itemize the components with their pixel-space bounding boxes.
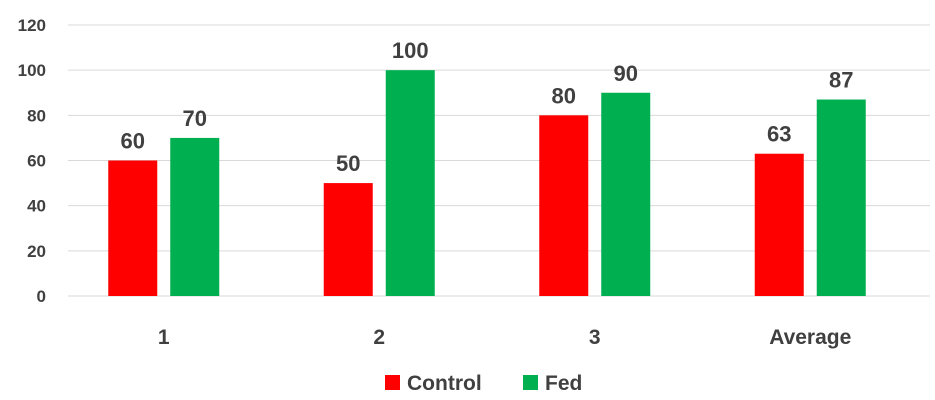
bar-fed-average [816, 99, 866, 297]
legend-label-control: Control [407, 372, 482, 395]
y-tick-label: 40 [27, 197, 46, 216]
y-tick-label: 60 [27, 152, 46, 171]
bar-control-average [754, 153, 804, 296]
x-category-label: Average [769, 326, 851, 349]
legend-swatch-control [385, 375, 400, 390]
bar-fed-3 [601, 92, 651, 296]
y-axis-tick-labels: 0 20 40 60 80 100 120 [18, 16, 46, 306]
data-label-fed-average: 87 [829, 68, 853, 93]
bar-fed-2 [385, 70, 435, 297]
bars [108, 70, 866, 297]
legend-swatch-fed [523, 375, 538, 390]
bar-control-1 [108, 160, 158, 296]
legend: Control Fed [385, 372, 582, 395]
bar-fed-1 [170, 137, 220, 296]
data-label-fed-1: 70 [183, 106, 207, 131]
x-axis-category-labels: 1 2 3 Average [158, 326, 851, 349]
data-labels: 60 70 50 100 80 90 63 87 [121, 38, 854, 176]
x-category-label: 1 [158, 326, 170, 349]
data-label-control-3: 80 [552, 83, 576, 108]
data-label-fed-2: 100 [392, 38, 429, 63]
data-label-fed-3: 90 [614, 61, 638, 86]
data-label-control-average: 63 [767, 122, 791, 147]
y-tick-label: 120 [18, 16, 46, 35]
x-category-label: 3 [589, 326, 601, 349]
y-tick-label: 80 [27, 106, 46, 125]
y-tick-label: 0 [37, 287, 46, 306]
bar-control-3 [539, 115, 589, 296]
bar-control-2 [323, 183, 373, 296]
data-label-control-2: 50 [336, 151, 360, 176]
y-tick-label: 100 [18, 61, 46, 80]
legend-label-fed: Fed [545, 372, 582, 395]
x-category-label: 2 [373, 326, 385, 349]
data-label-control-1: 60 [121, 129, 145, 154]
y-tick-label: 20 [27, 242, 46, 261]
